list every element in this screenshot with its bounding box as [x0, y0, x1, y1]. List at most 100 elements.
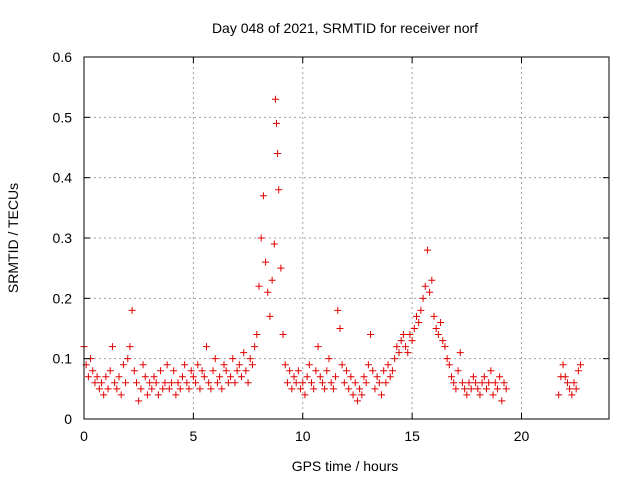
data-point: [111, 379, 119, 387]
data-point: [84, 373, 92, 381]
data-point: [480, 373, 488, 381]
data-point: [327, 379, 335, 387]
data-point: [336, 325, 344, 332]
data-point: [329, 385, 337, 393]
data-point: [106, 367, 114, 375]
x-tick-labels: 0 5 10 15 20: [80, 428, 529, 444]
data-point: [244, 379, 252, 387]
data-point: [172, 391, 180, 399]
data-point: [292, 379, 300, 387]
data-point: [364, 361, 372, 369]
x-tick-label: 20: [514, 428, 530, 444]
data-point: [248, 361, 256, 369]
data-point: [224, 379, 232, 387]
data-point: [367, 331, 375, 339]
data-point: [246, 355, 254, 363]
data-point: [413, 312, 420, 320]
data-point: [349, 391, 357, 399]
data-point: [277, 264, 285, 272]
data-point: [423, 246, 431, 254]
x-axis-label: GPS time / hours: [292, 458, 399, 474]
data-point: [338, 361, 346, 369]
data-point: [450, 379, 458, 387]
data-point: [498, 397, 506, 405]
data-point: [218, 385, 226, 393]
data-point: [378, 391, 385, 399]
data-point: [141, 373, 149, 381]
data-point: [122, 379, 130, 387]
data-point: [100, 391, 108, 399]
y-tick-label: 0.6: [53, 49, 73, 65]
data-point: [441, 343, 449, 351]
data-point: [189, 373, 197, 381]
data-point: [469, 373, 477, 381]
data-point: [279, 331, 287, 339]
data-point: [288, 385, 296, 393]
data-point: [445, 361, 453, 369]
data-point: [209, 367, 217, 375]
data-point: [408, 337, 416, 345]
data-point: [362, 379, 370, 387]
data-point: [200, 373, 208, 381]
data-point: [310, 385, 318, 393]
data-point: [426, 288, 434, 296]
data-point: [231, 379, 239, 387]
data-points: [80, 95, 585, 405]
data-point: [419, 294, 427, 302]
data-point: [183, 379, 191, 387]
y-tick-label: 0.3: [53, 230, 73, 246]
data-point: [448, 373, 455, 381]
data-point: [417, 306, 425, 314]
data-point: [467, 385, 475, 393]
data-point: [273, 119, 280, 127]
data-point: [563, 379, 571, 387]
data-point: [439, 337, 447, 345]
y-tick-label: 0.4: [53, 170, 73, 186]
data-point: [566, 385, 574, 393]
data-point: [262, 258, 270, 266]
data-point: [491, 379, 499, 387]
data-point: [185, 385, 193, 393]
data-point: [126, 343, 134, 351]
data-point: [253, 331, 261, 339]
data-point: [168, 379, 175, 387]
data-point: [128, 306, 136, 314]
data-point: [163, 361, 171, 369]
data-point: [570, 379, 578, 387]
data-point: [474, 385, 482, 393]
data-point: [176, 385, 184, 393]
data-point: [391, 355, 399, 363]
data-point: [95, 385, 103, 393]
data-point: [402, 343, 410, 351]
data-point: [334, 306, 342, 314]
data-point: [428, 276, 436, 284]
data-point: [375, 379, 383, 387]
data-point: [443, 355, 451, 363]
data-point: [290, 373, 298, 381]
data-point: [91, 379, 99, 387]
data-point: [275, 186, 283, 194]
data-point: [113, 385, 121, 393]
y-tick-label: 0: [64, 411, 72, 427]
data-point: [251, 343, 259, 351]
y-tick-label: 0.2: [53, 290, 73, 306]
data-point: [483, 385, 490, 393]
data-point: [104, 385, 112, 393]
data-point: [130, 367, 138, 375]
data-point: [314, 343, 322, 351]
data-point: [360, 373, 368, 381]
data-point: [124, 355, 132, 363]
data-point: [299, 379, 307, 387]
data-point: [380, 367, 388, 375]
data-point: [268, 276, 276, 284]
data-point: [240, 349, 248, 357]
data-point: [410, 325, 418, 332]
data-point: [283, 379, 291, 387]
data-point: [476, 391, 484, 399]
data-point: [384, 361, 392, 369]
data-point: [259, 192, 267, 200]
data-point: [395, 349, 403, 357]
data-point: [485, 379, 493, 387]
data-point: [343, 367, 350, 375]
data-point: [458, 379, 466, 387]
